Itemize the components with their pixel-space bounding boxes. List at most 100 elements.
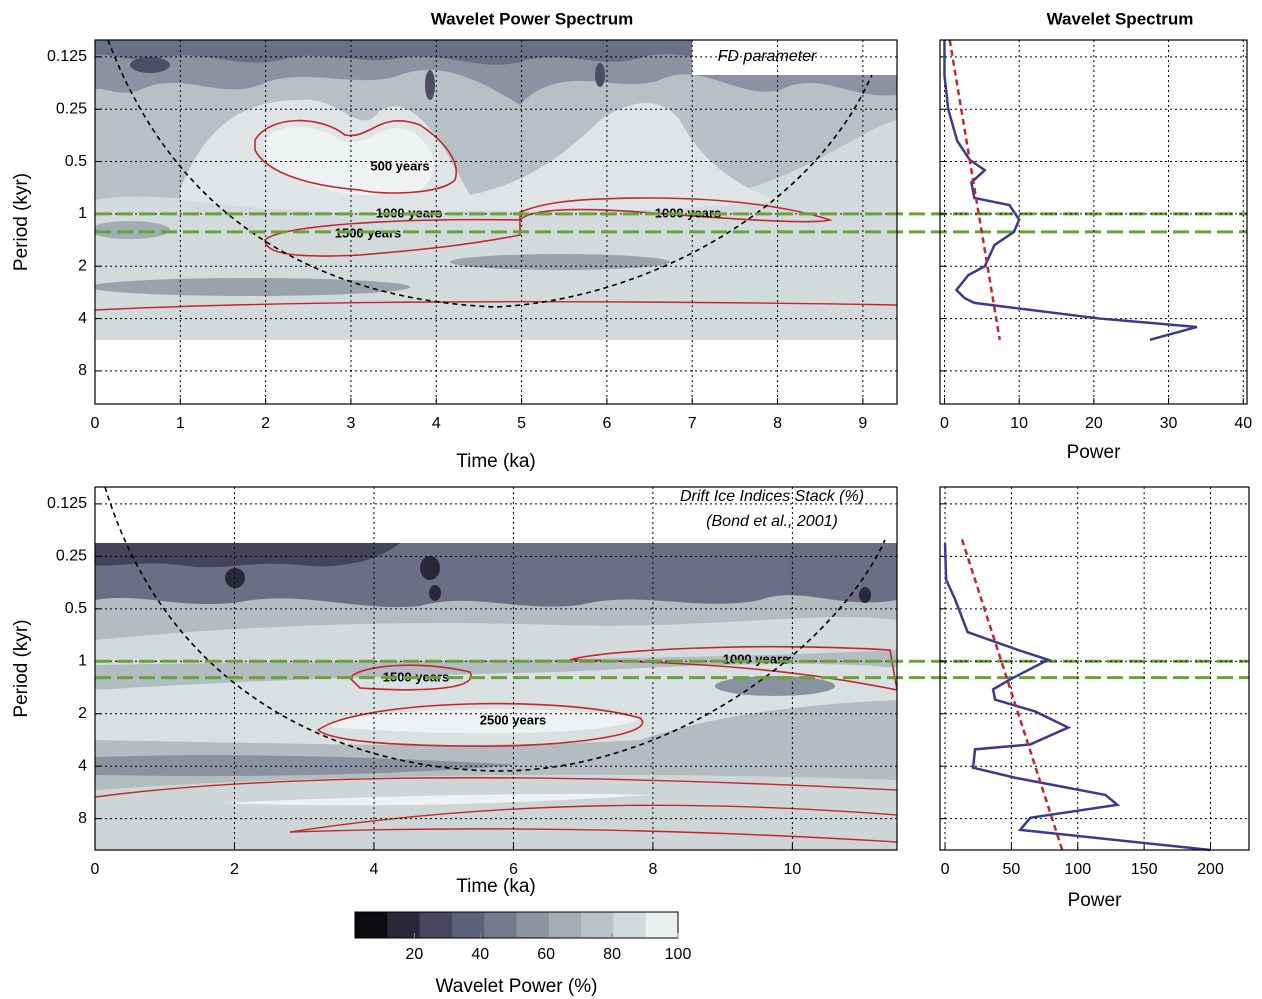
y-tick-label: 4	[78, 757, 87, 774]
colorbar-band	[581, 912, 614, 938]
contour-fill	[450, 254, 670, 270]
x-tick-label: 2	[261, 415, 270, 432]
x-tick-label: 6	[509, 861, 518, 878]
plot-frame	[939, 486, 1250, 851]
chart-title: Wavelet Spectrum	[1047, 9, 1194, 28]
contour-field	[95, 40, 897, 340]
inset-label: Drift Ice Indices Stack (%)	[680, 488, 864, 505]
contour-fill	[595, 63, 605, 87]
y-tick-label: 0.25	[56, 548, 87, 565]
annotation: 1000 years	[655, 205, 722, 220]
x-axis-label: Power	[1068, 890, 1123, 911]
y-tick-label: 1	[78, 205, 87, 222]
contour-fill	[425, 70, 435, 100]
x-tick-label: 6	[602, 415, 611, 432]
x-tick-label: 30	[1160, 415, 1178, 432]
significance-contour	[264, 197, 833, 257]
significance-contour	[289, 804, 897, 833]
x-tick-label: 4	[370, 861, 379, 878]
x-axis-label: Wavelet Power (%)	[436, 976, 598, 997]
y-tick-label: 2	[78, 705, 87, 722]
x-tick-label: 5	[517, 415, 526, 432]
y-tick-label: 0.125	[47, 48, 87, 65]
colorbar-band	[548, 912, 582, 938]
panel: Wavelet Spectrum Power 0 10 20 30 40	[939, 9, 1252, 463]
series-line	[943, 543, 1211, 852]
x-tick-label: 10	[783, 861, 801, 878]
x-tick-label: 100	[665, 946, 692, 963]
contour-fill	[420, 556, 440, 580]
significance-contour	[569, 645, 897, 691]
colorbar-band	[516, 912, 550, 938]
significance-contour	[254, 119, 457, 194]
x-tick-label: 0	[91, 415, 100, 432]
annotation: 1000 years	[723, 651, 790, 666]
colorbar-band	[484, 912, 517, 938]
x-tick-label: 4	[432, 415, 441, 432]
panel: Power 0 50 100 150 200	[939, 486, 1250, 911]
x-tick-label: 0	[940, 415, 949, 432]
colorbar-band	[613, 912, 647, 938]
significance-contour	[348, 664, 472, 691]
x-tick-label: 100	[1064, 861, 1091, 878]
y-tick-label: 1	[78, 653, 87, 670]
x-tick-label: 60	[537, 946, 555, 963]
y-tick-label: 4	[78, 310, 87, 327]
y-tick-label: 8	[78, 810, 87, 827]
x-axis-label: Time (ka)	[456, 876, 536, 897]
significance-contour	[95, 301, 897, 311]
series-line	[960, 539, 1064, 851]
x-tick-label: 40	[1234, 415, 1252, 432]
colorbar-band	[419, 912, 453, 938]
annotation: 500 years	[370, 158, 429, 173]
y-tick-label: 2	[78, 257, 87, 274]
contour-fill	[95, 543, 400, 568]
contour-fill	[130, 57, 170, 73]
cone-of-influence	[107, 40, 886, 308]
x-tick-label: 10	[1010, 415, 1028, 432]
panel: Wavelet Power Spectrum Time (ka) Period (k…	[11, 9, 1247, 472]
y-tick-label: 0.5	[65, 153, 87, 170]
plot-frame	[939, 39, 1248, 405]
x-tick-label: 20	[405, 946, 423, 963]
contour-field	[95, 543, 897, 850]
x-tick-label: 3	[347, 415, 356, 432]
colorbar-frame	[354, 911, 679, 939]
series-line	[948, 39, 1001, 341]
contour-fill	[95, 617, 897, 665]
x-tick-label: 8	[648, 861, 657, 878]
significance-contour	[95, 777, 897, 798]
x-tick-label: 200	[1197, 861, 1224, 878]
colorbar-band	[645, 912, 679, 938]
panel: Time (ka)Period (kyr)0 2 4 6 8 100.1250.250.5…	[11, 486, 1249, 897]
series-line	[943, 40, 1198, 342]
contour-fill	[95, 278, 410, 296]
contour-fill	[429, 585, 441, 601]
x-tick-label: 0	[91, 861, 100, 878]
colorbar-band	[355, 912, 388, 938]
x-tick-label: 7	[688, 415, 697, 432]
x-tick-label: 0	[941, 861, 950, 878]
y-axis-label: Period (kyr)	[11, 619, 32, 717]
contour-fill	[220, 793, 650, 806]
annotation: 2500 years	[480, 712, 547, 727]
x-tick-label: 9	[858, 415, 867, 432]
panel: Wavelet Power (%) 20 40 60 80 100	[354, 911, 692, 997]
x-tick-label: 1	[176, 415, 185, 432]
contour-fill	[225, 568, 245, 588]
contour-fill	[859, 587, 871, 603]
x-tick-label: 40	[471, 946, 489, 963]
y-tick-label: 0.5	[65, 600, 87, 617]
contour-fill	[95, 221, 170, 239]
colorbar-band	[387, 912, 421, 938]
x-tick-label: 2	[230, 861, 239, 878]
x-tick-label: 50	[1003, 861, 1021, 878]
plot-frame	[94, 486, 898, 851]
contour-fill	[95, 755, 520, 777]
y-tick-label: 0.25	[56, 100, 87, 117]
x-tick-label: 8	[773, 415, 782, 432]
inset-label: FD parameter	[718, 48, 817, 65]
plot-frame	[94, 39, 898, 405]
x-tick-label: 20	[1085, 415, 1103, 432]
